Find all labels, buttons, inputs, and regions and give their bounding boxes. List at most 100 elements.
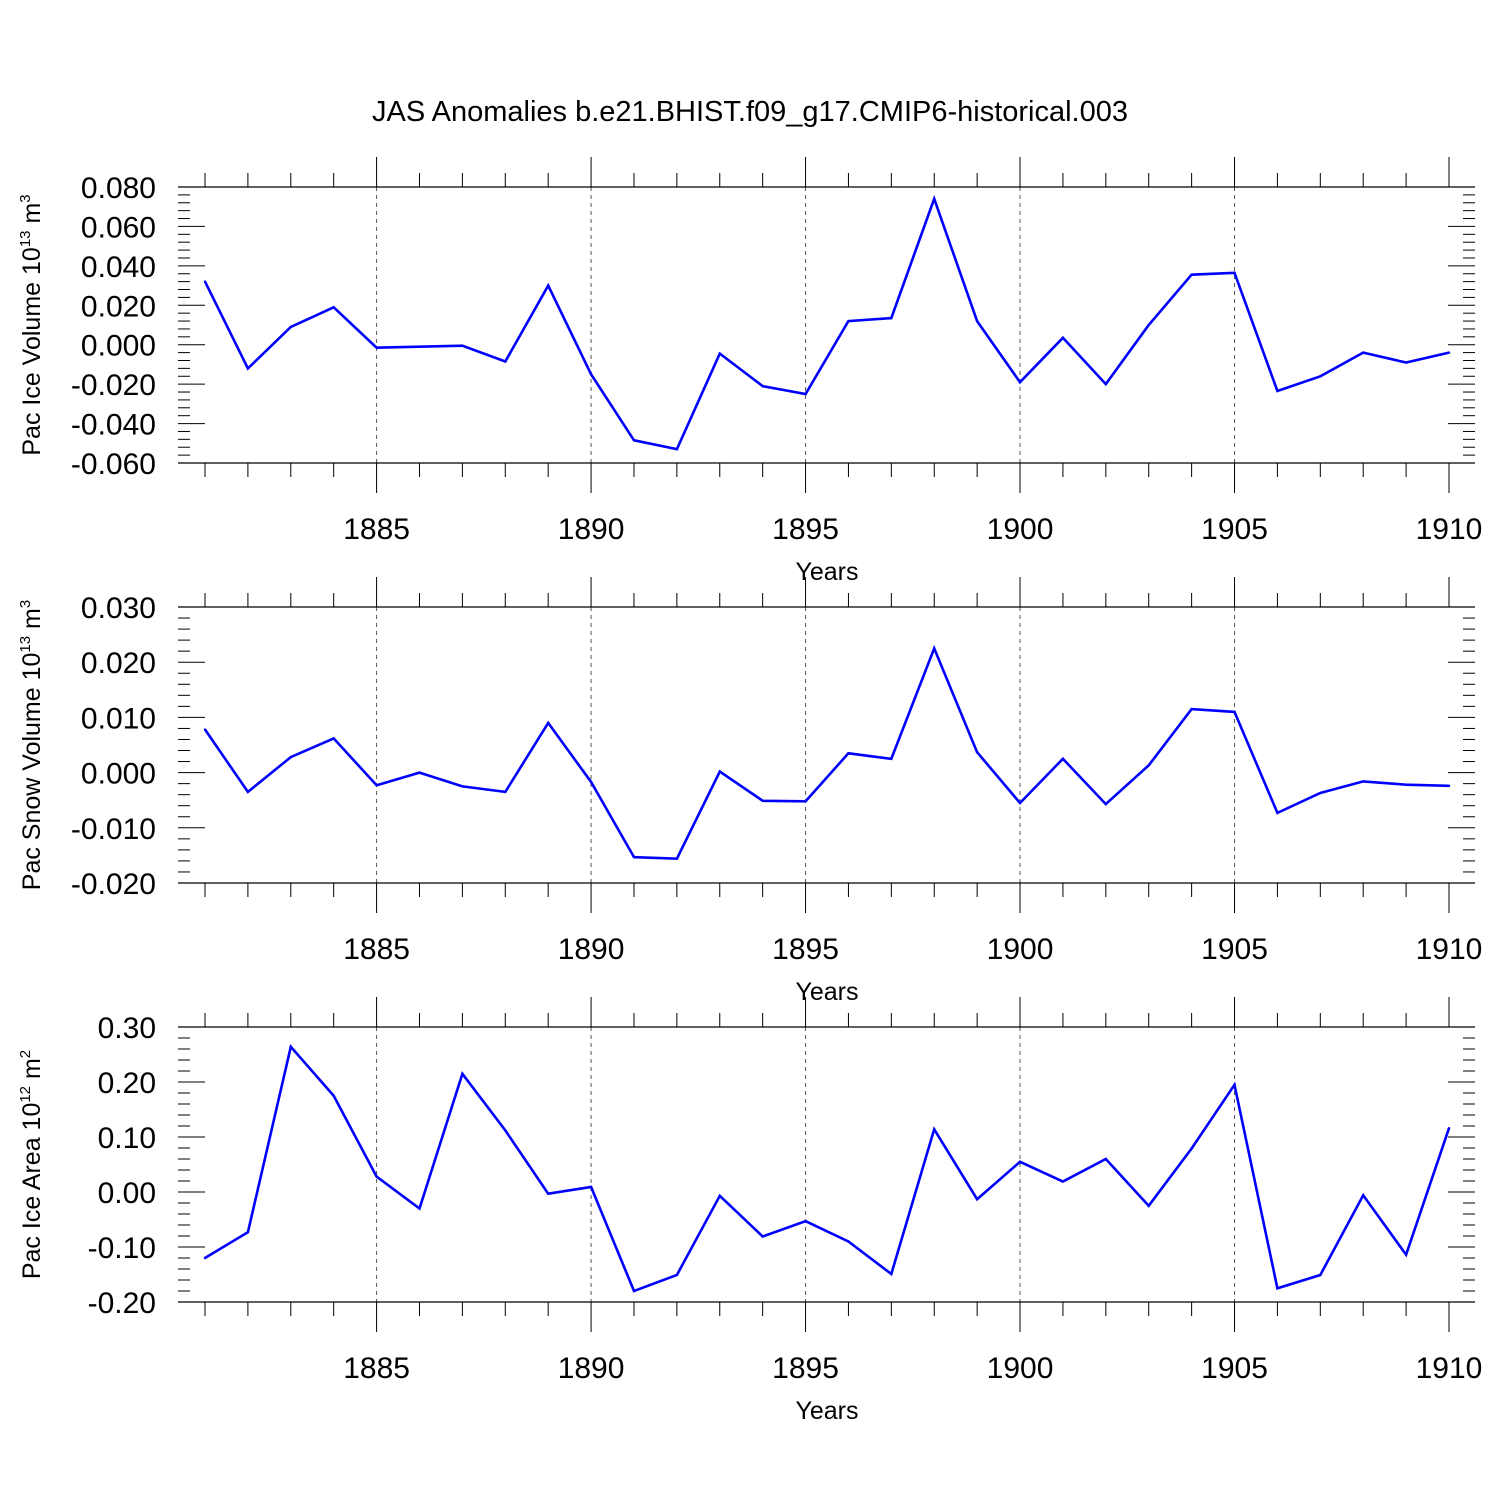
y-axis-label-part: Pac Snow Volume 10 bbox=[18, 653, 46, 891]
y-axis-label-superscript: 3 bbox=[17, 194, 34, 202]
y-axis-label-part: Pac Ice Area 10 bbox=[18, 1103, 46, 1280]
data-point bbox=[1233, 1083, 1236, 1086]
data-point bbox=[718, 1194, 721, 1198]
y-axis-label-superscript: 3 bbox=[17, 600, 34, 608]
y-tick-label: 0.10 bbox=[98, 1122, 156, 1155]
data-point bbox=[933, 197, 936, 201]
data-point bbox=[1404, 783, 1408, 786]
data-point bbox=[804, 1219, 807, 1223]
data-point bbox=[1018, 380, 1022, 384]
y-tick-label: -0.20 bbox=[88, 1287, 156, 1320]
data-point bbox=[890, 757, 893, 760]
data-point bbox=[1061, 336, 1065, 340]
figure-title: JAS Anomalies b.e21.BHIST.f09_g17.CMIP6-… bbox=[371, 96, 1128, 128]
data-point bbox=[1447, 351, 1451, 354]
data-point bbox=[1404, 1253, 1408, 1256]
y-axis-label-superscript: 13 bbox=[17, 230, 34, 247]
data-point bbox=[975, 319, 979, 323]
y-tick-label: 0.010 bbox=[81, 702, 156, 735]
y-axis-label: Pac Ice Area 1012 m2 bbox=[17, 1050, 46, 1279]
data-point bbox=[1061, 1180, 1065, 1183]
data-point bbox=[375, 346, 378, 349]
x-tick-label: 1885 bbox=[343, 933, 410, 966]
x-tick-label: 1900 bbox=[987, 933, 1054, 966]
data-point bbox=[1147, 1204, 1150, 1207]
data-point bbox=[461, 785, 464, 788]
data-point bbox=[804, 800, 807, 803]
data-point bbox=[418, 1207, 421, 1210]
data-point bbox=[890, 1272, 893, 1276]
chart-panel-1: -0.060 -0.040 -0.020 0.000 0.020 0.040 0.060 0.… bbox=[17, 157, 1482, 586]
data-point bbox=[675, 857, 679, 860]
x-tick-label: 1905 bbox=[1201, 513, 1268, 546]
y-tick-label: 0.030 bbox=[81, 592, 156, 625]
data-point bbox=[1362, 1194, 1365, 1197]
data-point bbox=[1147, 323, 1150, 327]
data-point bbox=[847, 1240, 850, 1243]
data-point bbox=[375, 784, 378, 787]
data-point bbox=[1319, 791, 1322, 795]
data-point bbox=[975, 1197, 979, 1201]
data-point bbox=[933, 647, 936, 650]
data-point bbox=[847, 752, 850, 755]
series-line bbox=[203, 194, 1450, 451]
y-tick-label: 0.000 bbox=[81, 758, 156, 791]
data-point bbox=[589, 1185, 593, 1189]
x-tick-label: 1910 bbox=[1416, 513, 1483, 546]
data-point bbox=[332, 306, 335, 309]
data-point bbox=[1447, 1127, 1451, 1130]
x-tick-label: 1905 bbox=[1201, 1352, 1268, 1385]
series-line bbox=[203, 644, 1450, 861]
x-tick-label: 1890 bbox=[558, 1352, 625, 1385]
data-point bbox=[632, 439, 636, 442]
data-point bbox=[289, 325, 292, 329]
data-point bbox=[933, 1128, 936, 1131]
data-point bbox=[246, 790, 250, 794]
x-tick-label: 1885 bbox=[343, 513, 410, 546]
y-tick-label: 0.060 bbox=[81, 211, 156, 244]
y-axis-label-part: Pac Ice Volume 10 bbox=[18, 247, 46, 455]
data-point bbox=[375, 1175, 378, 1178]
data-point bbox=[1104, 382, 1108, 386]
data-point bbox=[1276, 811, 1279, 815]
chart-panel-2: -0.020 -0.010 0.000 0.010 0.020 0.030 1885 1890… bbox=[17, 577, 1482, 1006]
data-point bbox=[332, 737, 335, 740]
data-point bbox=[332, 1094, 335, 1097]
data-point bbox=[1362, 351, 1365, 354]
data-point bbox=[847, 319, 850, 323]
data-point bbox=[761, 1235, 764, 1238]
data-point bbox=[546, 721, 550, 725]
data-point bbox=[289, 755, 292, 759]
data-point bbox=[203, 1256, 207, 1260]
data-point bbox=[761, 384, 764, 388]
x-axis-label: Years bbox=[795, 1397, 858, 1425]
data-point bbox=[1104, 1157, 1108, 1161]
data-point bbox=[1319, 375, 1322, 378]
y-tick-label: -0.040 bbox=[71, 409, 156, 442]
x-tick-label: 1900 bbox=[987, 1352, 1054, 1385]
data-point bbox=[203, 280, 207, 283]
x-tick-label: 1910 bbox=[1416, 933, 1483, 966]
x-axis-label: Years bbox=[795, 558, 858, 586]
chart-panel-3: -0.20 -0.10 0.00 0.10 0.20 0.30 1885 1890 1895 19… bbox=[17, 997, 1482, 1425]
data-point bbox=[504, 1129, 507, 1132]
data-point bbox=[632, 1289, 636, 1293]
y-tick-label: 0.020 bbox=[81, 290, 156, 323]
data-point bbox=[1447, 784, 1451, 788]
y-tick-label: -0.020 bbox=[71, 868, 156, 901]
data-point bbox=[461, 344, 464, 347]
data-point bbox=[504, 360, 507, 363]
data-point bbox=[1362, 780, 1365, 783]
y-tick-label: -0.10 bbox=[88, 1232, 156, 1265]
x-tick-label: 1885 bbox=[343, 1352, 410, 1385]
data-point bbox=[718, 352, 721, 355]
x-tick-label: 1900 bbox=[987, 513, 1054, 546]
x-tick-label: 1895 bbox=[772, 1352, 839, 1385]
data-point bbox=[246, 367, 250, 370]
series-line bbox=[204, 1044, 1451, 1293]
data-point bbox=[461, 1072, 464, 1075]
y-tick-label: 0.080 bbox=[81, 172, 156, 205]
y-tick-label: -0.060 bbox=[71, 448, 156, 481]
y-axis-label-part: m bbox=[18, 608, 46, 636]
y-tick-label: -0.020 bbox=[71, 369, 156, 402]
